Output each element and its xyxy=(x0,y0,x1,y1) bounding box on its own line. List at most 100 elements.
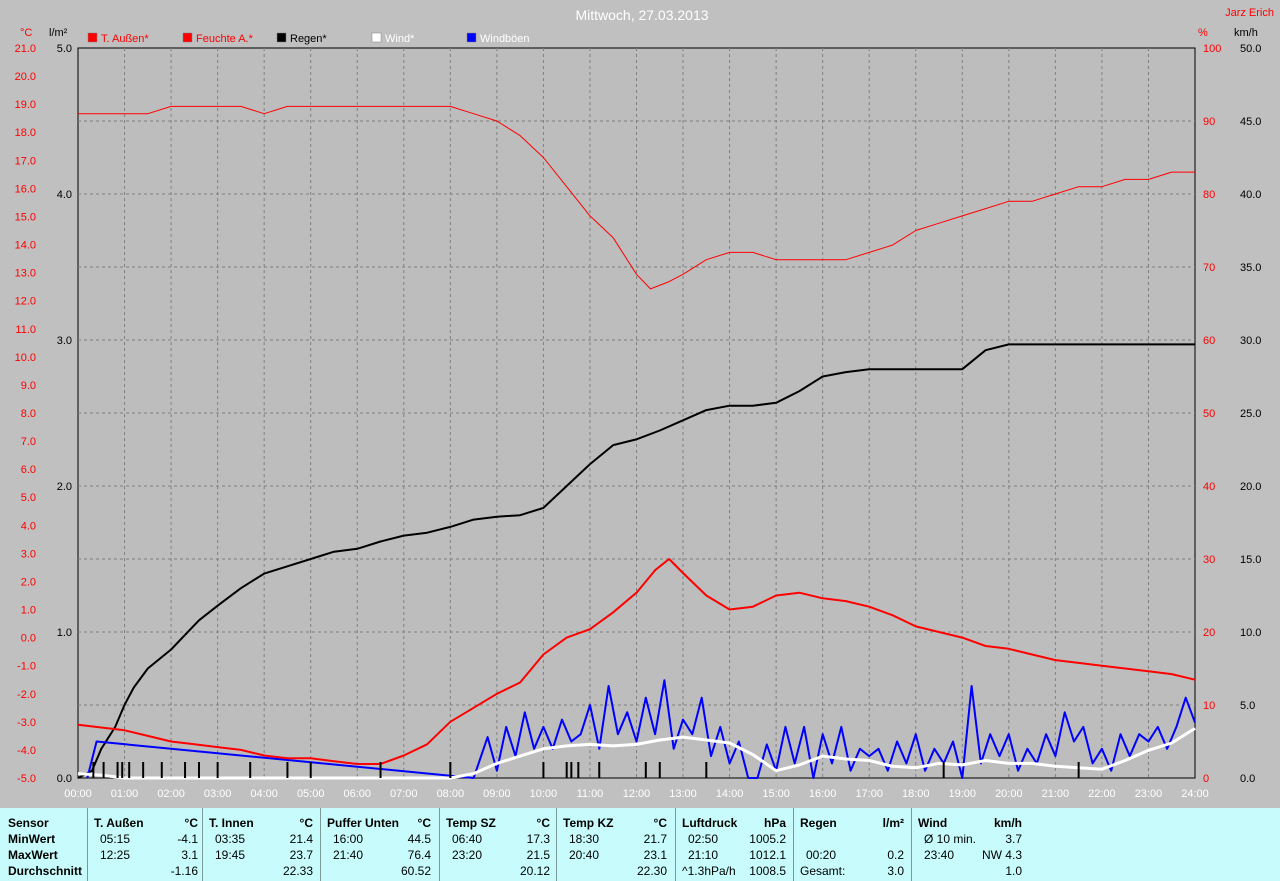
stats-column: Temp SZ °C 06:40 17.3 23:20 21.5 20.12 xyxy=(442,808,554,881)
series-layer xyxy=(77,105,1196,780)
humidity-tick-label: 50 xyxy=(1203,408,1215,420)
legend-swatch xyxy=(276,32,287,43)
stats-column: Wind km/h Ø 10 min. 3.7 23:40 NW 4.3 1.0 xyxy=(914,808,1026,881)
wind-axis-unit: km/h xyxy=(1234,27,1258,39)
wind-tick-label: 45.0 xyxy=(1240,116,1261,128)
time-tick-label: 06:00 xyxy=(343,788,371,800)
temp-tick-label: 1.0 xyxy=(21,605,36,617)
stats-max-time: 21:40 xyxy=(333,848,364,862)
wind-tick-label: 35.0 xyxy=(1240,262,1261,274)
stats-column: Regen l/m² 00:20 0.2 Gesamt: 3.0 xyxy=(796,808,908,881)
time-tick-label: 21:00 xyxy=(1042,788,1070,800)
stats-column-unit: °C xyxy=(299,816,313,830)
temp-tick-label: 16.0 xyxy=(15,183,36,195)
stats-column-unit: l/m² xyxy=(882,816,904,830)
stats-avg-value: 1008.5 xyxy=(749,864,786,878)
temp-tick-label: -1.0 xyxy=(17,661,36,673)
humidity-tick-label: 20 xyxy=(1203,627,1215,639)
temp-tick-label: 9.0 xyxy=(21,380,36,392)
time-tick-label: 04:00 xyxy=(250,788,278,800)
wind-tick-label: 20.0 xyxy=(1240,481,1261,493)
humidity-tick-label: 100 xyxy=(1203,43,1221,55)
time-tick-label: 18:00 xyxy=(902,788,930,800)
stats-divider xyxy=(87,808,88,881)
temp-tick-label: 19.0 xyxy=(15,99,36,111)
stats-min-time: 18:30 xyxy=(569,832,600,846)
temp-tick-label: -5.0 xyxy=(17,773,36,785)
temp-tick-label: 0.0 xyxy=(21,633,36,645)
time-tick-label: 08:00 xyxy=(437,788,465,800)
time-tick-label: 05:00 xyxy=(297,788,325,800)
temp-tick-label: 20.0 xyxy=(15,71,36,83)
stats-min-time: 02:50 xyxy=(688,832,719,846)
stats-min-value: 3.7 xyxy=(1005,832,1022,846)
stats-divider xyxy=(911,808,912,881)
stats-column: Temp KZ °C 18:30 21.7 20:40 23.1 22.30 xyxy=(559,808,671,881)
legend-swatch xyxy=(182,32,193,43)
stats-divider xyxy=(439,808,440,881)
temp-tick-label: 3.0 xyxy=(21,548,36,560)
stats-label-sensor: Sensor xyxy=(8,816,49,830)
stats-column-name: T. Innen xyxy=(209,816,254,830)
humidity-tick-label: 10 xyxy=(1203,700,1215,712)
wind-tick-label: 25.0 xyxy=(1240,408,1261,420)
humidity-tick-label: 80 xyxy=(1203,189,1215,201)
stats-max-time: 19:45 xyxy=(215,848,246,862)
time-tick-label: 24:00 xyxy=(1181,788,1209,800)
stats-min-time: 03:35 xyxy=(215,832,246,846)
axis-ticks: 21.0 20.0 19.0 18.0 17.0 16.0 15.0 14.0 13.0 12.0… xyxy=(15,43,1262,800)
stats-avg-value: 20.12 xyxy=(519,864,550,878)
stats-min-value: 21.7 xyxy=(643,832,667,846)
stats-min-value: 1005.2 xyxy=(749,832,786,846)
rain-tick-label: 5.0 xyxy=(57,43,72,55)
stats-max-time: 20:40 xyxy=(569,848,600,862)
stats-max-time: 23:20 xyxy=(452,848,483,862)
stats-avg-value: 3.0 xyxy=(887,864,904,878)
temp-tick-label: 2.0 xyxy=(21,576,36,588)
temp-tick-label: 6.0 xyxy=(21,464,36,476)
stats-label-avg: Durchschnitt xyxy=(8,864,83,878)
time-tick-label: 16:00 xyxy=(809,788,837,800)
stats-column-name: Regen xyxy=(800,816,837,830)
time-tick-label: 03:00 xyxy=(204,788,232,800)
rain-tick-label: 2.0 xyxy=(57,481,72,493)
grid xyxy=(78,48,1195,778)
stats-column-name: Wind xyxy=(918,816,948,830)
stats-min-time: 16:00 xyxy=(333,832,364,846)
time-tick-label: 22:00 xyxy=(1088,788,1116,800)
stats-max-value: 23.1 xyxy=(643,848,667,862)
rain-tick-label: 3.0 xyxy=(57,335,72,347)
stats-max-value: 1012.1 xyxy=(749,848,786,862)
stats-column-name: Temp SZ xyxy=(446,816,496,830)
stats-column-name: Puffer Unten xyxy=(327,816,399,830)
rain-axis-unit: l/m² xyxy=(49,27,68,39)
temp-tick-label: -4.0 xyxy=(17,745,36,757)
temp-tick-label: -2.0 xyxy=(17,689,36,701)
temp-tick-label: 12.0 xyxy=(15,296,36,308)
temp-tick-label: 7.0 xyxy=(21,436,36,448)
stats-avg-value: 22.30 xyxy=(636,864,667,878)
stats-column: Puffer Unten °C 16:00 44.5 21:40 76.4 60.52 xyxy=(323,808,435,881)
stats-min-time: 05:15 xyxy=(100,832,131,846)
temp-tick-label: 11.0 xyxy=(15,324,36,336)
temp-tick-label: 5.0 xyxy=(21,492,36,504)
stats-column-unit: °C xyxy=(653,816,667,830)
stats-min-time: Ø 10 min. xyxy=(924,832,977,846)
humidity-tick-label: 40 xyxy=(1203,481,1215,493)
wind-tick-label: 30.0 xyxy=(1240,335,1261,347)
temp-tick-label: 15.0 xyxy=(15,211,36,223)
temp-tick-label: 8.0 xyxy=(21,408,36,420)
stats-column-unit: °C xyxy=(536,816,550,830)
series-humidity xyxy=(78,105,1195,290)
stats-max-value: NW 4.3 xyxy=(981,848,1022,862)
time-tick-label: 17:00 xyxy=(855,788,883,800)
stats-min-value: 44.5 xyxy=(407,832,431,846)
time-tick-label: 19:00 xyxy=(949,788,977,800)
legend-swatch xyxy=(466,32,477,43)
humidity-tick-label: 0 xyxy=(1203,773,1209,785)
stats-label-min: MinWert xyxy=(8,832,56,846)
stats-divider xyxy=(556,808,557,881)
stats-column: Luftdruck hPa 02:50 1005.2 21:10 1012.1 ^1.3hP… xyxy=(678,808,790,881)
time-tick-label: 15:00 xyxy=(762,788,790,800)
time-tick-label: 12:00 xyxy=(623,788,651,800)
